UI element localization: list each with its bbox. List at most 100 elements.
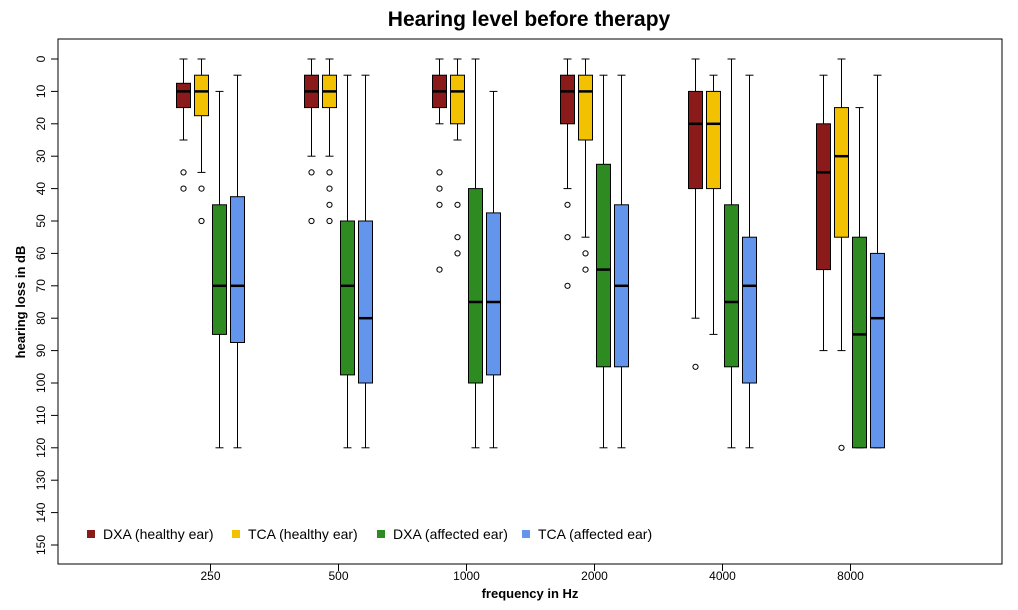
box-body: [212, 204, 227, 335]
outlier-point: [564, 282, 571, 289]
outlier-point: [326, 185, 333, 192]
x-tick-label: 2000: [581, 569, 608, 583]
box-body: [176, 82, 191, 109]
y-tick-label: 50: [34, 214, 48, 228]
x-axis-label: frequency in Hz: [482, 586, 579, 601]
outlier-point: [326, 201, 333, 208]
plot-frame: [57, 38, 1003, 565]
box-body: [816, 123, 831, 271]
box-body: [468, 188, 483, 384]
box: [578, 58, 593, 273]
y-tick-label: 140: [34, 502, 48, 522]
x-axis: 250 500 1000 2000 4000 8000: [200, 564, 864, 583]
legend-swatch: [377, 530, 385, 538]
x-tick-label: 1000: [453, 569, 480, 583]
box-body: [596, 163, 611, 368]
x-tick-label: 250: [200, 569, 220, 583]
outlier-point: [180, 169, 187, 176]
box-body: [742, 236, 757, 384]
box: [560, 58, 575, 289]
box-body: [852, 236, 867, 449]
y-tick-label: 0: [34, 55, 48, 62]
box: [358, 74, 373, 449]
y-tick-label: 10: [34, 84, 48, 98]
outlier-point: [198, 185, 205, 192]
outlier-point: [436, 169, 443, 176]
box: [432, 58, 447, 273]
box-body: [340, 220, 355, 376]
box: [230, 74, 245, 449]
series-1: [176, 58, 831, 370]
box: [468, 58, 483, 449]
box: [706, 74, 721, 335]
y-tick-label: 100: [34, 373, 48, 393]
outlier-point: [582, 250, 589, 257]
box: [688, 58, 703, 370]
outlier-point: [454, 250, 461, 257]
legend-swatch: [522, 530, 530, 538]
outlier-point: [198, 217, 205, 225]
y-tick-label: 80: [34, 311, 48, 325]
box: [486, 90, 501, 449]
box: [816, 74, 831, 352]
y-tick-label: 20: [34, 117, 48, 131]
legend-swatch: [232, 530, 240, 538]
outlier-point: [436, 185, 443, 192]
outlier-point: [838, 444, 845, 451]
y-axis-label: hearing loss in dB: [13, 246, 28, 359]
legend-item: TCA (affected ear): [522, 526, 652, 542]
box-body: [230, 196, 245, 343]
box: [614, 74, 629, 449]
outlier-point: [454, 234, 461, 241]
legend-label: DXA (healthy ear): [103, 526, 214, 542]
box: [724, 58, 739, 449]
outlier-point: [436, 266, 443, 273]
y-tick-label: 70: [34, 279, 48, 293]
box: [340, 74, 355, 449]
legend: DXA (healthy ear) TCA (healthy ear) DXA (a…: [87, 526, 652, 542]
box: [742, 74, 757, 449]
y-tick-label: 130: [34, 470, 48, 490]
series-2: [194, 58, 849, 451]
box-body: [688, 90, 703, 190]
y-tick-label: 30: [34, 149, 48, 163]
legend-item: DXA (affected ear): [377, 526, 508, 542]
box-body: [486, 212, 501, 376]
box: [212, 90, 227, 449]
box: [194, 58, 209, 225]
box: [450, 58, 465, 257]
x-tick-label: 8000: [837, 569, 864, 583]
legend-swatch: [87, 530, 95, 538]
box-body: [194, 74, 209, 117]
y-axis: 0 10 20 30 40 50 60 70 80 90 100 110 120 130 140 150: [34, 55, 58, 555]
outlier-point: [180, 185, 187, 192]
box: [852, 107, 867, 449]
outlier-point: [308, 169, 315, 176]
series-3: [212, 58, 867, 449]
box-body: [870, 252, 885, 449]
box-body: [560, 74, 575, 125]
outlier-point: [454, 201, 461, 208]
legend-label: TCA (affected ear): [538, 526, 652, 542]
outlier-point: [582, 266, 589, 273]
series-4: [230, 74, 885, 449]
x-tick-label: 500: [328, 569, 348, 583]
legend-label: DXA (affected ear): [393, 526, 508, 542]
box-body: [724, 204, 739, 368]
box: [596, 74, 611, 449]
outlier-point: [326, 217, 333, 225]
box-body: [834, 107, 849, 238]
box: [176, 58, 191, 192]
box: [870, 74, 885, 449]
box-body: [706, 90, 721, 190]
outlier-point: [564, 234, 571, 241]
boxplot-series: [176, 58, 885, 451]
y-tick-label: 150: [34, 535, 48, 555]
chart-title: Hearing level before therapy: [388, 8, 671, 31]
y-tick-label: 60: [34, 246, 48, 260]
box: [834, 58, 849, 451]
outlier-point: [308, 217, 315, 225]
box-body: [578, 74, 593, 141]
x-tick-label: 4000: [709, 569, 736, 583]
outlier-point: [692, 363, 699, 370]
